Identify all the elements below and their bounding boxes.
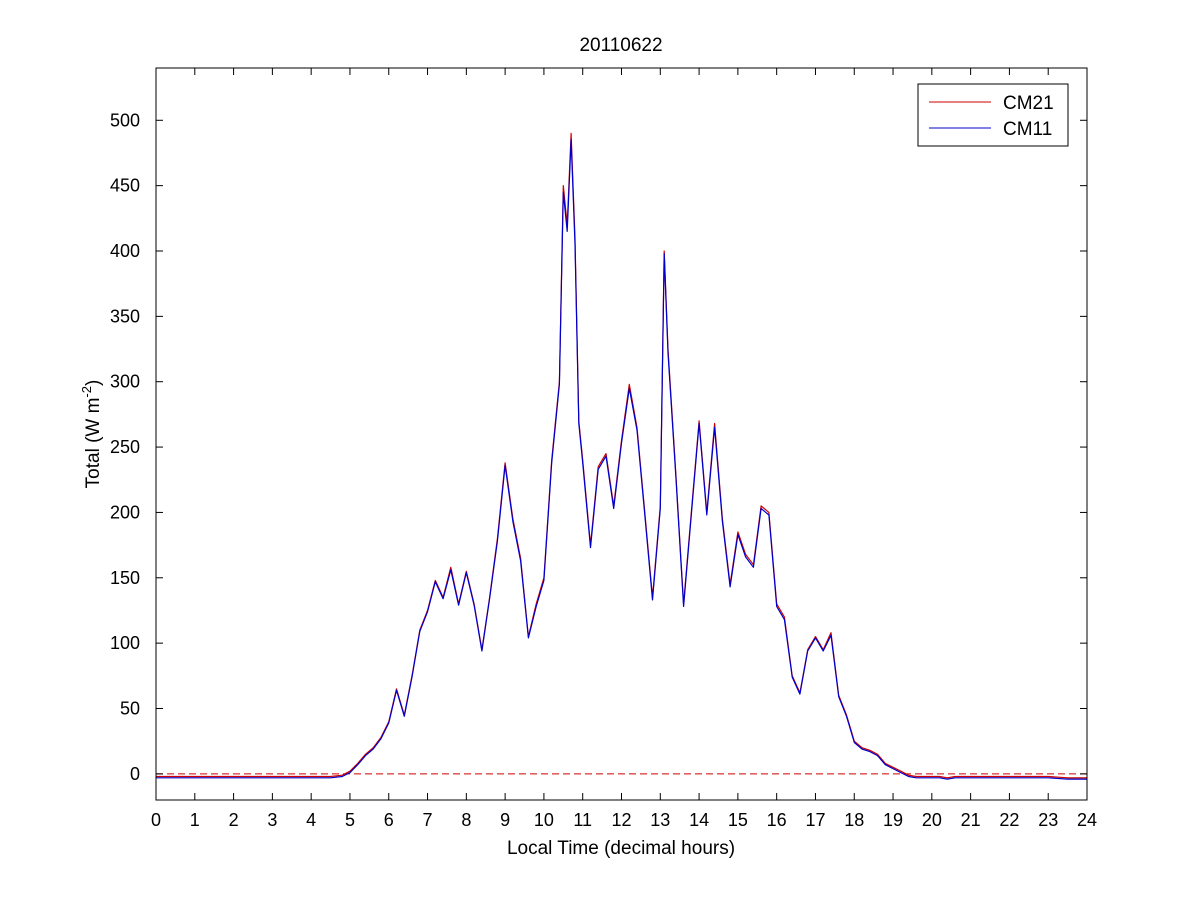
- series-line-cm11: [156, 139, 1087, 780]
- y-axis-label-main: Total (W m: [83, 398, 104, 489]
- x-tick-label: 0: [151, 810, 161, 830]
- y-tick-label: 150: [110, 568, 140, 588]
- x-tick-label: 4: [306, 810, 316, 830]
- x-tick-label: 5: [345, 810, 355, 830]
- x-tick-label: 8: [461, 810, 471, 830]
- x-tick-label: 10: [534, 810, 554, 830]
- x-tick-label: 13: [650, 810, 670, 830]
- y-tick-label: 500: [110, 110, 140, 130]
- y-ticks: 0 50 100 150 200 250 300 350 400 450 500: [110, 110, 1087, 784]
- series-layer: [156, 132, 1087, 780]
- x-tick-label: 14: [689, 810, 709, 830]
- x-tick-label: 20: [922, 810, 942, 830]
- y-tick-label: 200: [110, 502, 140, 522]
- x-tick-label: 9: [500, 810, 510, 830]
- y-tick-label: 400: [110, 241, 140, 261]
- x-tick-label: 1: [190, 810, 200, 830]
- y-axis-label-superscript: -2: [79, 386, 94, 398]
- y-tick-label: 0: [130, 764, 140, 784]
- x-ticks: 0 1 2 3 4 5 6 7 8 9 10 11 12 13 14 15 16 17 18 19 20 21 22 23 24: [151, 68, 1097, 830]
- chart-title: 20110622: [579, 35, 662, 56]
- y-tick-label: 300: [110, 372, 140, 392]
- y-axis-label-close: ): [83, 380, 104, 386]
- x-tick-label: 12: [611, 810, 631, 830]
- x-tick-label: 19: [883, 810, 903, 830]
- x-tick-label: 18: [844, 810, 864, 830]
- x-tick-label: 6: [384, 810, 394, 830]
- x-tick-label: 11: [573, 810, 592, 830]
- y-tick-label: 350: [110, 306, 140, 326]
- x-tick-label: 24: [1077, 810, 1097, 830]
- legend-box: [917, 83, 1069, 147]
- legend: CM21 CM11: [917, 83, 1069, 147]
- x-tick-label: 16: [767, 810, 787, 830]
- x-tick-label: 15: [728, 810, 748, 830]
- y-tick-label: 50: [120, 699, 140, 719]
- x-tick-label: 17: [805, 810, 825, 830]
- x-tick-label: 2: [229, 810, 239, 830]
- x-tick-label: 22: [999, 810, 1019, 830]
- x-tick-label: 21: [961, 810, 981, 830]
- y-tick-label: 100: [110, 633, 140, 653]
- y-tick-label: 450: [110, 176, 140, 196]
- y-axis-label: Total (W m-2): [79, 380, 104, 489]
- legend-label-cm21: CM21: [1003, 93, 1054, 114]
- x-tick-label: 7: [423, 810, 433, 830]
- y-tick-label: 250: [110, 437, 140, 457]
- legend-label-cm11: CM11: [1003, 119, 1052, 140]
- plot-area: [156, 68, 1087, 800]
- x-tick-label: 23: [1038, 810, 1058, 830]
- x-axis-label: Local Time (decimal hours): [507, 838, 735, 859]
- x-tick-label: 3: [267, 810, 277, 830]
